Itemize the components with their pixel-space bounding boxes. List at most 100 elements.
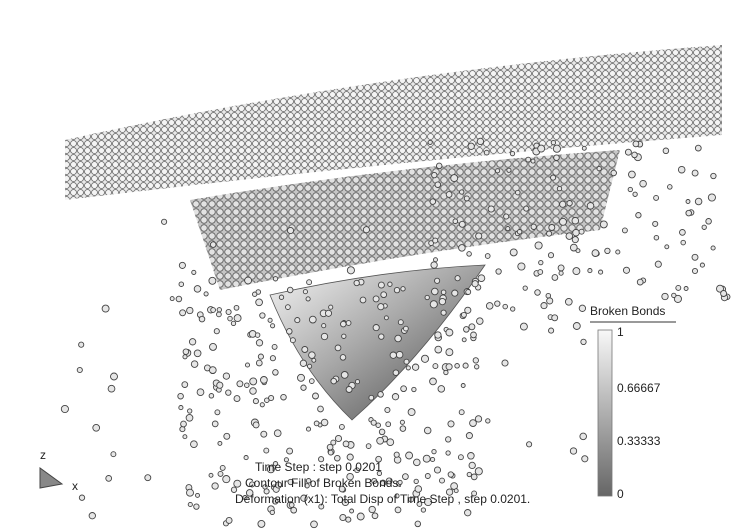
particle [415, 521, 421, 527]
particle [547, 231, 552, 236]
particle [435, 332, 441, 338]
particle [414, 479, 418, 483]
particle [663, 148, 669, 154]
legend-title: Broken Bonds [590, 304, 665, 318]
particle [488, 206, 494, 212]
particle [475, 365, 479, 369]
particle [102, 305, 109, 312]
particle [191, 361, 198, 368]
particle [314, 421, 319, 426]
particle [547, 298, 553, 304]
particle [286, 305, 291, 310]
particle [531, 159, 535, 163]
particle [524, 206, 529, 211]
particle [484, 150, 489, 155]
particle [274, 430, 281, 437]
particle [466, 290, 471, 295]
particle [209, 473, 213, 477]
particle [681, 240, 686, 245]
particle [495, 301, 500, 306]
particle [527, 442, 532, 447]
particle [390, 352, 396, 358]
particle [554, 155, 560, 161]
particle [212, 483, 218, 489]
particle [89, 513, 95, 519]
particle [339, 424, 344, 429]
particle [665, 245, 669, 249]
particle [469, 462, 475, 468]
particle [463, 363, 468, 368]
particle [570, 448, 576, 454]
particle [209, 277, 216, 284]
particle [256, 299, 263, 306]
particle [313, 393, 319, 399]
particle [145, 475, 151, 481]
particle [599, 270, 603, 274]
particle [425, 295, 429, 299]
particle [388, 282, 392, 286]
particle [179, 282, 184, 287]
particle [223, 476, 230, 483]
particle [340, 514, 346, 520]
particle [170, 297, 174, 301]
particle [446, 437, 451, 442]
particle [433, 364, 438, 369]
particle [372, 513, 378, 519]
particle [485, 254, 490, 259]
particle [430, 378, 437, 385]
particle [400, 426, 406, 432]
particle [210, 343, 217, 350]
particle [381, 292, 387, 298]
particle [468, 453, 475, 460]
particle [253, 399, 258, 404]
particle [218, 441, 222, 445]
particle [363, 227, 369, 233]
particle [477, 318, 484, 325]
particle [329, 305, 333, 309]
particle [421, 355, 428, 362]
particle [209, 367, 216, 374]
particle [560, 201, 566, 207]
particle [271, 324, 275, 328]
particle [341, 321, 347, 327]
scene: Broken Bonds 1 0.66667 0.33333 0 Time St… [0, 0, 739, 529]
particle [253, 422, 259, 428]
particle [566, 233, 573, 240]
particle [295, 318, 300, 323]
particle [183, 349, 189, 355]
particle [573, 268, 580, 275]
particle [629, 171, 636, 178]
particle [535, 290, 541, 296]
particle [692, 254, 698, 260]
particle [510, 151, 514, 155]
particle [475, 468, 482, 475]
cone-tool [270, 265, 485, 420]
caption-line: Deformation (x1): Total Disp of Time Ste… [235, 492, 530, 506]
particle [403, 474, 409, 480]
particle [260, 313, 265, 318]
particle [700, 263, 704, 267]
particle [517, 230, 522, 235]
particle [600, 221, 607, 228]
particle [459, 245, 466, 252]
particle [549, 225, 555, 231]
particle [106, 476, 112, 482]
particle [559, 271, 563, 275]
particle [234, 315, 241, 322]
particle [466, 433, 472, 439]
particle [346, 321, 351, 326]
particle [261, 431, 267, 437]
particle [414, 459, 421, 466]
particle [234, 396, 240, 402]
particle [343, 441, 349, 447]
particle [486, 303, 493, 310]
particle [581, 339, 586, 344]
particle [290, 338, 295, 343]
particle [180, 427, 185, 432]
particle [244, 456, 248, 460]
particle [633, 192, 637, 196]
particle [325, 310, 331, 316]
particle [385, 407, 390, 412]
particle [303, 290, 307, 294]
colorbar-label: 1 [617, 325, 624, 339]
